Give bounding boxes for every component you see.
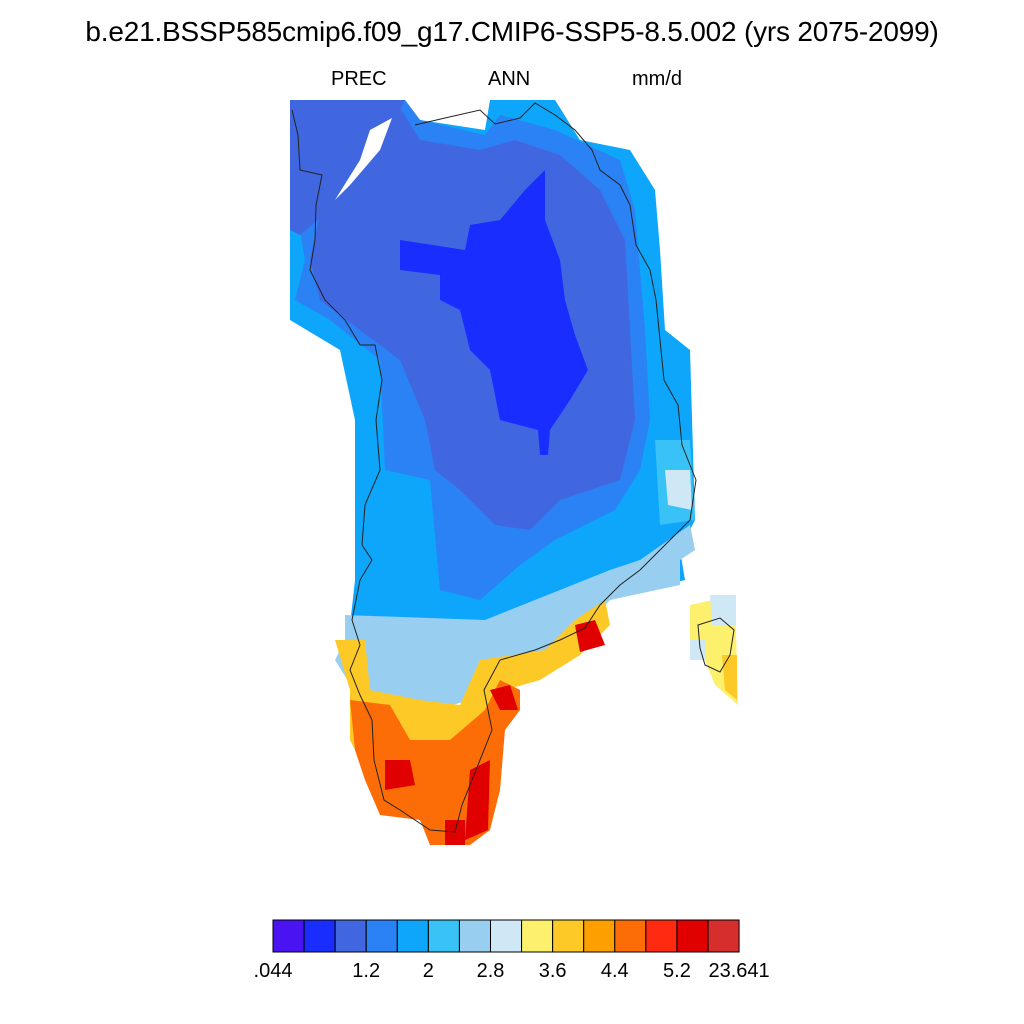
colorbar-swatch	[645, 919, 678, 953]
precip-gap-nw	[335, 118, 392, 200]
colorbar-tick-label: 3.6	[538, 960, 567, 982]
precip-band-south-yellow	[335, 600, 610, 770]
precip-band-deepblue	[400, 170, 588, 455]
precip-band-east-pale	[665, 470, 692, 510]
variable-label: PREC	[331, 68, 387, 90]
colorbar-swatch	[676, 919, 709, 953]
island-coastline	[697, 617, 735, 673]
plot-title: b.e21.BSSP585cmip6.f09_g17.CMIP6-SSP5-8.…	[85, 16, 939, 47]
precip-band-south-red	[385, 620, 605, 845]
colorbar-swatch	[427, 919, 460, 953]
colorbar-swatch	[521, 919, 554, 953]
precip-island-gold	[722, 655, 737, 700]
units-label: mm/d	[632, 68, 682, 90]
coastline	[291, 102, 697, 833]
colorbar-swatch	[272, 919, 305, 953]
colorbar-swatch	[458, 919, 492, 953]
colorbar-tick-label: 5.2	[663, 960, 691, 982]
colorbar-tick-label: 2.8	[476, 960, 505, 982]
colorbar-swatch	[552, 919, 585, 953]
precip-island-pale	[690, 595, 736, 660]
colorbar-tick-label: .044	[253, 960, 293, 982]
colorbar-tick-label: 1.2	[352, 960, 381, 982]
colorbar-swatch	[490, 919, 523, 953]
precip-band-south-light	[335, 525, 695, 720]
season-label: ANN	[488, 68, 531, 90]
colorbar-swatch	[707, 919, 740, 953]
colorbar-swatch	[396, 919, 429, 953]
colorbar-tick-label: 23.641	[708, 960, 770, 982]
colorbar-swatch	[583, 919, 616, 953]
colorbar-swatch	[334, 919, 367, 953]
colorbar-swatch	[365, 919, 398, 953]
colorbar-tick-label: 4.4	[600, 960, 629, 982]
colorbar-swatch	[303, 919, 336, 953]
colorbar-tick-label: 2	[422, 960, 434, 982]
colorbar-swatch	[614, 919, 647, 953]
